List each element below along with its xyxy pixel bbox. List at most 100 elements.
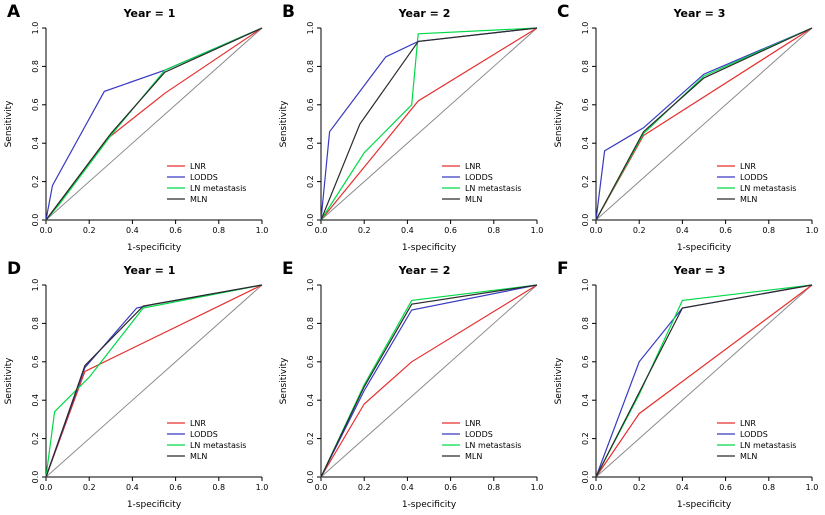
roc-plot: 0.0 0.2 0.4 0.6 0.8 1.0 0.0 0.2 0.4 0.6 0.8 1.0 1-sp…	[279, 22, 544, 253]
panel-f: F Year = 3 0.0 0.2 0.4 0.6 0.8 1.0 0.0 0.2 0.4 0.…	[550, 257, 825, 514]
y-axis-label: Sensitivity	[4, 357, 14, 405]
y-tick-label: 0.8	[31, 317, 40, 330]
legend-label: MLN	[740, 452, 757, 461]
y-tick-label: 0.6	[31, 355, 40, 368]
y-tick-label: 0.4	[306, 394, 315, 407]
roc-curve-ln-metastasis	[45, 284, 263, 478]
legend-label: LODDS	[465, 173, 493, 182]
x-axis-label: 1-specificity	[127, 243, 182, 253]
x-tick-label: 0.4	[401, 226, 414, 235]
panel-letter: F	[557, 259, 569, 279]
legend-label: MLN	[190, 195, 207, 204]
y-tick-label: 0.0	[306, 214, 315, 227]
legend-label: LNR	[465, 419, 481, 428]
y-tick-label: 1.0	[306, 279, 315, 292]
roc-curve-lnr	[595, 284, 813, 478]
y-tick-label: 0.4	[306, 137, 315, 150]
roc-curve-mln	[320, 284, 538, 478]
legend-label: LN metastasis	[465, 184, 522, 193]
x-axis-label: 1-specificity	[402, 500, 457, 510]
roc-curve-mln	[595, 27, 813, 221]
x-tick-label: 0.4	[126, 226, 139, 235]
y-axis-label: Sensitivity	[279, 357, 289, 405]
diagonal-reference-line	[320, 27, 538, 221]
y-tick-label: 0.2	[31, 432, 40, 445]
roc-curve-mln	[595, 284, 813, 478]
diagonal-reference-line	[45, 284, 263, 478]
y-tick-label: 0.0	[31, 214, 40, 227]
panel-letter: C	[557, 2, 570, 22]
panel-a: A Year = 1 0.0 0.2 0.4 0.6 0.8 1.0 0.0 0.2 0.4 0.…	[0, 0, 275, 257]
y-axis-label: Sensitivity	[554, 100, 564, 148]
diagonal-reference-line	[595, 27, 813, 221]
legend-label: LN metastasis	[190, 184, 247, 193]
legend-label: LODDS	[190, 173, 218, 182]
diagonal-reference-line	[45, 27, 263, 221]
x-tick-label: 0.8	[212, 226, 225, 235]
y-tick-label: 1.0	[581, 22, 590, 35]
legend-label: LODDS	[740, 173, 768, 182]
roc-curve-lnr	[320, 284, 538, 478]
y-tick-label: 0.4	[581, 137, 590, 150]
x-tick-label: 1.0	[256, 226, 269, 235]
x-tick-label: 0.2	[633, 226, 646, 235]
x-tick-label: 1.0	[806, 226, 819, 235]
y-tick-label: 0.6	[306, 355, 315, 368]
x-tick-label: 0.8	[487, 226, 500, 235]
panel-b: B Year = 2 0.0 0.2 0.4 0.6 0.8 1.0 0.0 0.2 0.4 0.…	[275, 0, 550, 257]
x-tick-label: 1.0	[531, 226, 544, 235]
x-tick-label: 0.2	[358, 226, 371, 235]
diagonal-reference-line	[320, 284, 538, 478]
x-tick-label: 0.6	[169, 483, 182, 492]
x-axis-label: 1-specificity	[402, 243, 457, 253]
roc-curve-mln	[45, 284, 263, 478]
y-tick-label: 0.8	[581, 317, 590, 330]
x-tick-label: 0.0	[590, 483, 603, 492]
roc-plot: 0.0 0.2 0.4 0.6 0.8 1.0 0.0 0.2 0.4 0.6 0.8 1.0 1-sp…	[554, 22, 819, 253]
x-tick-label: 0.6	[444, 226, 457, 235]
x-tick-label: 0.8	[762, 226, 775, 235]
roc-curve-mln	[45, 27, 263, 221]
roc-curve-ln-metastasis	[320, 27, 538, 221]
x-tick-label: 0.2	[633, 483, 646, 492]
y-tick-label: 1.0	[31, 22, 40, 35]
x-tick-label: 0.8	[487, 483, 500, 492]
y-tick-label: 0.2	[31, 175, 40, 188]
x-axis-label: 1-specificity	[677, 243, 732, 253]
roc-curve-mln	[320, 27, 538, 221]
y-tick-label: 0.2	[581, 175, 590, 188]
panel-c: C Year = 3 0.0 0.2 0.4 0.6 0.8 1.0 0.0 0.2 0.4 0.…	[550, 0, 825, 257]
x-tick-label: 0.6	[719, 226, 732, 235]
roc-plot: 0.0 0.2 0.4 0.6 0.8 1.0 0.0 0.2 0.4 0.6 0.8 1.0 1-sp…	[554, 279, 818, 510]
x-tick-label: 0.4	[401, 483, 414, 492]
panel-e: E Year = 2 0.0 0.2 0.4 0.6 0.8 1.0 0.0 0.2 0.4 0.…	[275, 257, 550, 514]
roc-curve-ln-metastasis	[45, 27, 263, 221]
chart-title: Year = 1	[123, 7, 176, 20]
x-tick-label: 0.0	[315, 483, 328, 492]
panel-letter: D	[7, 259, 22, 279]
x-tick-label: 0.4	[126, 483, 139, 492]
legend-label: LNR	[740, 419, 756, 428]
chart-title: Year = 3	[673, 264, 726, 277]
legend-label: LN metastasis	[465, 441, 522, 450]
y-tick-label: 0.0	[581, 214, 590, 227]
x-tick-label: 1.0	[531, 483, 544, 492]
x-tick-label: 0.4	[676, 483, 689, 492]
y-tick-label: 0.0	[306, 471, 315, 484]
y-tick-label: 0.2	[581, 432, 590, 445]
legend-label: MLN	[465, 195, 482, 204]
roc-curve-lodds	[320, 284, 538, 478]
legend-label: LNR	[740, 162, 756, 171]
y-tick-label: 0.8	[306, 317, 315, 330]
x-tick-label: 0.4	[676, 226, 689, 235]
chart-title: Year = 2	[398, 264, 451, 277]
panel-letter: A	[7, 2, 21, 22]
chart-title: Year = 3	[673, 7, 726, 20]
y-axis-label: Sensitivity	[554, 357, 564, 405]
legend-label: LNR	[190, 162, 206, 171]
x-tick-label: 1.0	[256, 483, 269, 492]
legend-label: LN metastasis	[740, 441, 797, 450]
x-tick-label: 0.2	[358, 483, 371, 492]
y-tick-label: 0.8	[306, 60, 315, 73]
